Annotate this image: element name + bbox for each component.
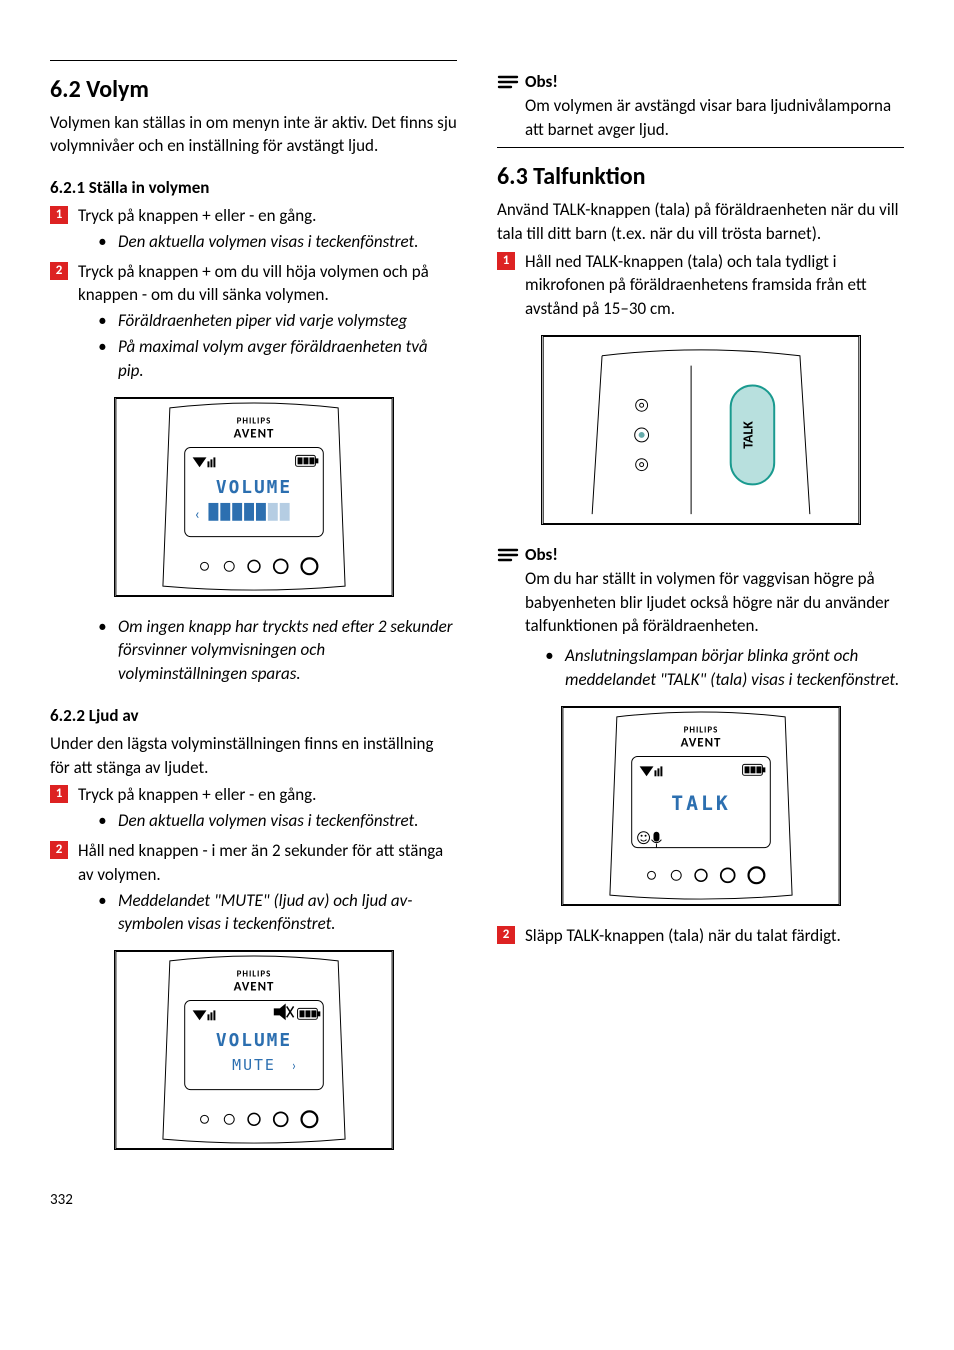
step-text: Tryck på knappen + eller - en gång. [78, 204, 457, 228]
note-label: Obs! [525, 543, 558, 567]
step-text: Håll ned knappen - i mer än 2 sekunder f… [78, 839, 457, 887]
svg-text:VOLUME: VOLUME [215, 1030, 291, 1051]
heading-6-2-2: 6.2.2 Ljud av [50, 704, 457, 728]
heading-6-3: 6.3 Talfunktion [497, 154, 904, 194]
bullet-dot-icon: • [98, 335, 118, 383]
note-body: Om du har ställt in volymen för vaggvisa… [525, 567, 904, 638]
bullet-item: • Den aktuella volymen visas i teckenfön… [98, 809, 457, 833]
device-illustration: PHILIPS AVENT VOLUME MUTE › [114, 950, 394, 1150]
rule [50, 60, 457, 61]
device-illustration: PHILIPS AVENT VOLUME ‹ [114, 397, 394, 597]
intro-6-3: Använd TALK-knappen (tala) på föräldraen… [497, 198, 904, 246]
figure-volume: PHILIPS AVENT VOLUME ‹ [50, 397, 457, 597]
step-text: Håll ned TALK-knappen (tala) och tala ty… [525, 250, 904, 321]
svg-text:VOLUME: VOLUME [215, 477, 291, 498]
bullet-item: • På maximal volym avger föräldraenheten… [98, 335, 457, 383]
step-2: 2 Släpp TALK-knappen (tala) när du talat… [497, 924, 904, 948]
step-text: Tryck på knappen + eller - en gång. [78, 783, 457, 807]
step-text: Släpp TALK-knappen (tala) när du talat f… [525, 924, 904, 948]
step-1: 1 Tryck på knappen + eller - en gång. [50, 204, 457, 228]
bullet-list: • Den aktuella volymen visas i teckenfön… [98, 809, 457, 833]
bullet-dot-icon: • [98, 809, 118, 833]
svg-text:‹: ‹ [194, 504, 199, 523]
svg-text:PHILIPS: PHILIPS [236, 416, 271, 426]
device-illustration: TALK [541, 335, 861, 525]
right-column: Obs! Om volymen är avstängd visar bara l… [497, 60, 904, 1211]
svg-text:AVENT: AVENT [233, 426, 274, 441]
device-illustration: PHILIPS AVENT TALK [561, 706, 841, 906]
step-text: Tryck på knappen + om du vill höja volym… [78, 260, 457, 308]
step-2: 2 Tryck på knappen + om du vill höja vol… [50, 260, 457, 308]
figure-mute: PHILIPS AVENT VOLUME MUTE › [50, 950, 457, 1150]
step-1: 1 Tryck på knappen + eller - en gång. [50, 783, 457, 807]
note-body: Om volymen är avstängd visar bara ljudni… [525, 94, 904, 142]
bullet-dot-icon: • [545, 644, 565, 692]
svg-text:PHILIPS: PHILIPS [683, 725, 718, 735]
step-number-icon: 2 [50, 262, 68, 280]
bullet-dot-icon: • [98, 309, 118, 333]
bullet-list: • Föräldraenheten piper vid varje volyms… [98, 309, 457, 382]
bullet-text: Anslutningslampan börjar blinka grönt oc… [565, 644, 904, 692]
bullet-item: • Föräldraenheten piper vid varje volyms… [98, 309, 457, 333]
svg-text:PHILIPS: PHILIPS [236, 970, 271, 980]
heading-6-2-1: 6.2.1 Ställa in volymen [50, 176, 457, 200]
note-icon [497, 545, 519, 565]
bullet-text: På maximal volym avger föräldraenheten t… [118, 335, 457, 383]
bullet-text: Den aktuella volymen visas i teckenfönst… [118, 230, 457, 254]
bullet-dot-icon: • [98, 230, 118, 254]
rule [497, 147, 904, 148]
note-heading: Obs! [497, 70, 904, 94]
svg-text:›: › [291, 1057, 296, 1074]
bullet-list: • Den aktuella volymen visas i teckenfön… [98, 230, 457, 254]
bullet-list: • Meddelandet "MUTE" (ljud av) och ljud … [98, 889, 457, 937]
intro-6-2: Volymen kan ställas in om menyn inte är … [50, 111, 457, 159]
bullet-dot-icon: • [98, 889, 118, 937]
svg-text:MUTE: MUTE [232, 1056, 276, 1074]
bullet-text: Föräldraenheten piper vid varje volymste… [118, 309, 457, 333]
bullet-item: • Anslutningslampan börjar blinka grönt … [545, 644, 904, 692]
figure-talk-screen: PHILIPS AVENT TALK [497, 706, 904, 906]
svg-text:AVENT: AVENT [680, 735, 721, 750]
svg-text:TALK: TALK [739, 421, 756, 449]
step-number-icon: 1 [497, 252, 515, 270]
note-label: Obs! [525, 70, 558, 94]
heading-6-2: 6.2 Volym [50, 67, 457, 107]
figure-talk-button: TALK [497, 335, 904, 525]
bullet-text: Meddelandet "MUTE" (ljud av) och ljud av… [118, 889, 457, 937]
intro-6-2-2: Under den lägsta volyminställningen finn… [50, 732, 457, 780]
bullet-text: Den aktuella volymen visas i teckenfönst… [118, 809, 457, 833]
page: 6.2 Volym Volymen kan ställas in om meny… [50, 60, 904, 1211]
bullet-item: • Om ingen knapp har tryckts ned efter 2… [98, 615, 457, 686]
svg-text:TALK: TALK [671, 792, 731, 815]
bullet-dot-icon: • [98, 615, 118, 686]
step-number-icon: 2 [50, 841, 68, 859]
svg-text:AVENT: AVENT [233, 980, 274, 995]
bullet-item: • Meddelandet "MUTE" (ljud av) och ljud … [98, 889, 457, 937]
note-heading: Obs! [497, 543, 904, 567]
note-icon [497, 72, 519, 92]
step-number-icon: 2 [497, 926, 515, 944]
left-column: 6.2 Volym Volymen kan ställas in om meny… [50, 60, 457, 1211]
step-number-icon: 1 [50, 206, 68, 224]
step-1: 1 Håll ned TALK-knappen (tala) och tala … [497, 250, 904, 321]
page-number: 332 [50, 1190, 457, 1211]
bullet-list: • Anslutningslampan börjar blinka grönt … [545, 644, 904, 692]
bullet-item: • Den aktuella volymen visas i teckenfön… [98, 230, 457, 254]
bullet-list: • Om ingen knapp har tryckts ned efter 2… [98, 615, 457, 686]
step-2: 2 Håll ned knappen - i mer än 2 sekunder… [50, 839, 457, 887]
step-number-icon: 1 [50, 785, 68, 803]
bullet-text: Om ingen knapp har tryckts ned efter 2 s… [118, 615, 457, 686]
